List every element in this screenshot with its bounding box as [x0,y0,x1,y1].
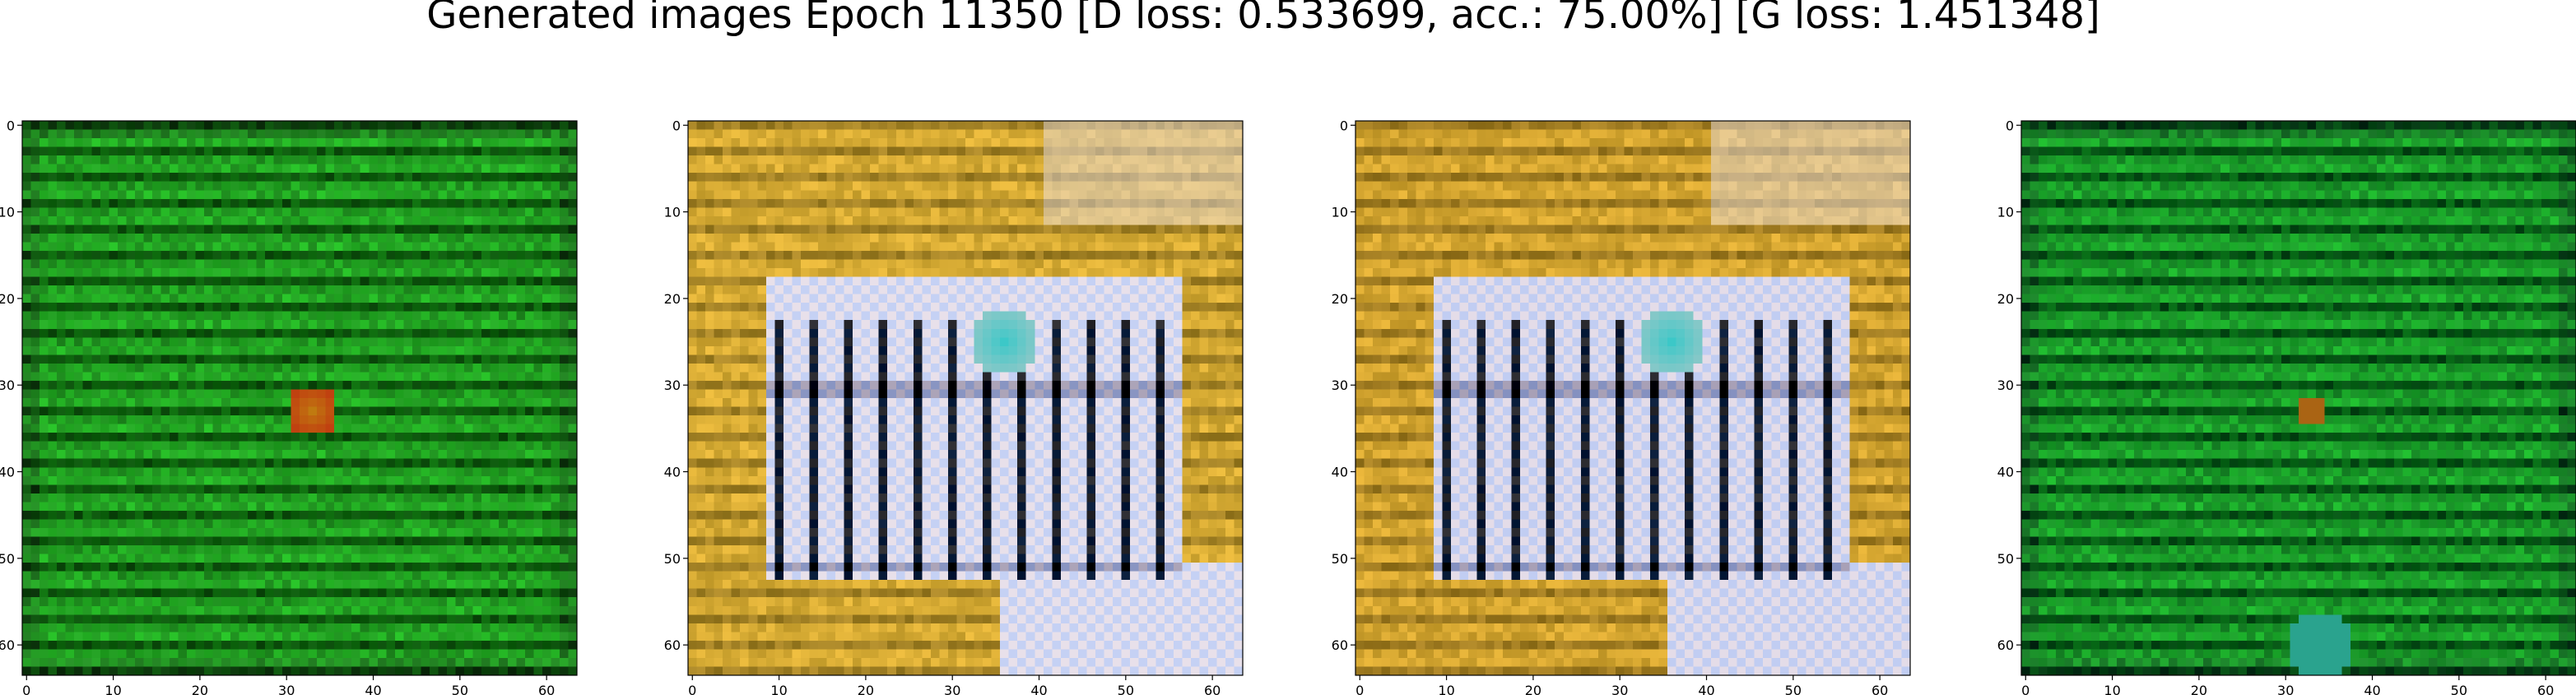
x-tick-label: 10 [770,683,787,695]
x-tick-label: 20 [192,683,208,695]
y-tick-label: 50 [664,551,681,567]
generated-image-3-axes-frame [1355,120,1911,676]
y-tick-label: 40 [0,465,15,480]
generated-image-3: 0 0 10 10 20 20 30 30 40 40 50 50 60 60 [1332,118,1911,695]
x-tick-label: 60 [2537,683,2554,695]
x-tick-label: 50 [1785,683,1802,695]
x-tick-label: 10 [105,683,121,695]
generated-image-2-pixels [688,121,1243,675]
x-tick-label: 10 [1438,683,1454,695]
y-tick-label: 30 [1997,378,2014,393]
y-tick-label: 50 [1997,551,2014,567]
x-tick-label: 60 [1872,683,1888,695]
y-tick-label: 40 [664,465,681,480]
y-tick-label: 40 [1332,465,1348,480]
generated-image-1: 0 0 10 10 20 20 30 30 40 40 50 50 60 60 [0,118,578,695]
y-tick-label: 10 [1332,205,1348,220]
x-tick-label: 40 [2364,683,2380,695]
x-tick-label: 30 [2277,683,2294,695]
generated-image-4: 0 0 10 10 20 20 30 30 40 40 50 50 60 60 [1997,118,2576,695]
x-tick-label: 20 [1525,683,1541,695]
y-tick-label: 10 [664,205,681,220]
x-tick-label: 50 [452,683,468,695]
y-tick-label: 0 [2006,118,2014,133]
x-tick-label: 20 [858,683,874,695]
x-tick-label: 40 [365,683,381,695]
x-tick-label: 60 [1204,683,1221,695]
y-tick-label: 60 [1997,637,2014,653]
y-tick-label: 60 [1332,637,1348,653]
y-tick-label: 20 [1332,291,1348,307]
y-tick-label: 30 [664,378,681,393]
x-tick-label: 0 [2021,683,2030,695]
x-tick-label: 60 [538,683,555,695]
x-tick-label: 50 [2451,683,2467,695]
x-tick-label: 20 [2191,683,2207,695]
x-tick-label: 10 [2104,683,2120,695]
x-tick-label: 40 [1030,683,1047,695]
generated-image-1-axes-frame [21,120,578,676]
x-tick-label: 50 [1118,683,1134,695]
generated-image-4-pixels [2021,121,2576,675]
x-tick-label: 0 [22,683,30,695]
generated-image-1-pixels [22,121,577,675]
x-tick-label: 30 [278,683,295,695]
generated-image-2: 0 0 10 10 20 20 30 30 40 40 50 50 60 60 [664,118,1244,695]
x-tick-label: 30 [944,683,960,695]
y-tick-label: 20 [1997,291,2014,307]
y-tick-label: 20 [664,291,681,307]
x-tick-label: 30 [1611,683,1628,695]
y-tick-label: 10 [1997,205,2014,220]
y-tick-label: 20 [0,291,15,307]
y-tick-label: 30 [0,378,15,393]
y-tick-label: 0 [1340,118,1348,133]
x-tick-label: 40 [1698,683,1714,695]
y-tick-label: 60 [0,637,15,653]
y-tick-label: 50 [0,551,15,567]
x-tick-label: 0 [1355,683,1364,695]
y-tick-label: 60 [664,637,681,653]
image-grid: 0 0 10 10 20 20 30 30 40 40 50 50 60 60 0 0 10 10 20 20 30 30… [0,118,2576,695]
y-tick-label: 0 [7,118,15,133]
y-tick-label: 40 [1997,465,2014,480]
figure-title: Generated images Epoch 11350 [D loss: 0.… [426,0,2099,38]
y-tick-label: 30 [1332,378,1348,393]
generated-image-4-axes-frame [2020,120,2576,676]
generated-image-3-pixels [1355,121,1910,675]
generated-image-2-axes-frame [687,120,1244,676]
x-tick-label: 0 [688,683,696,695]
y-tick-label: 50 [1332,551,1348,567]
y-tick-label: 10 [0,205,15,220]
y-tick-label: 0 [672,118,681,133]
